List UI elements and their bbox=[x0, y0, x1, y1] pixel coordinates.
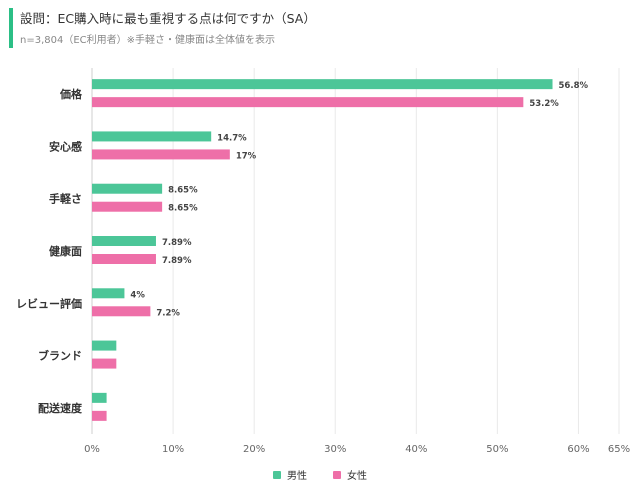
category-label: ブランド bbox=[38, 349, 82, 363]
header-accent-bar bbox=[9, 8, 13, 48]
category-label: レビュー評価 bbox=[16, 296, 82, 310]
bar-male bbox=[92, 340, 117, 351]
category-label: 配送速度 bbox=[38, 401, 83, 415]
legend-swatch-male bbox=[273, 470, 281, 479]
legend-label-male: 男性 bbox=[287, 471, 307, 482]
x-tick-label: 20% bbox=[243, 444, 265, 455]
category-label: 手軽さ bbox=[49, 192, 82, 206]
x-tick-label: 50% bbox=[486, 444, 508, 455]
bar-male bbox=[92, 79, 553, 90]
legend-label-female: 女性 bbox=[347, 471, 367, 482]
x-tick-label: 10% bbox=[162, 444, 184, 455]
chart-title: 設問：EC購入時に最も重視する点は何ですか（SA） bbox=[20, 11, 316, 26]
data-label: 8.65% bbox=[168, 186, 198, 196]
bar-female bbox=[92, 410, 107, 421]
data-label: 7.2% bbox=[156, 308, 180, 318]
bar-female bbox=[92, 306, 151, 317]
bar-male bbox=[92, 183, 163, 194]
data-label: 7.89% bbox=[162, 238, 192, 248]
x-tick-label: 60% bbox=[567, 444, 589, 455]
legend-swatch-female bbox=[333, 470, 341, 479]
x-tick-label: 65% bbox=[608, 444, 630, 455]
bar-female bbox=[92, 97, 524, 108]
bar-male bbox=[92, 288, 125, 299]
category-label: 健康面 bbox=[49, 244, 82, 258]
bar-male bbox=[92, 131, 212, 142]
bar-chart: 0% 10% 20% 30% 40% 50% 60% 65% 価格 56.8%53.2% 安心感 14… bbox=[16, 68, 630, 455]
bar-female bbox=[92, 254, 156, 264]
data-label: 14.7% bbox=[217, 133, 247, 143]
x-tick-label: 0% bbox=[84, 444, 100, 455]
category-label: 価格 bbox=[59, 87, 83, 101]
bar-female bbox=[92, 201, 163, 212]
legend-item-female[interactable]: 女性 bbox=[333, 467, 367, 482]
data-label: 53.2% bbox=[529, 99, 559, 109]
data-label: 4% bbox=[130, 290, 145, 300]
data-label: 7.89% bbox=[162, 256, 192, 266]
legend: 男性 女性 bbox=[0, 467, 640, 482]
x-tick-label: 40% bbox=[405, 444, 427, 455]
bar-male bbox=[92, 236, 156, 246]
data-label: 56.8% bbox=[559, 81, 589, 91]
bar-male bbox=[92, 392, 107, 403]
data-label: 17% bbox=[236, 151, 257, 161]
x-tick-label: 30% bbox=[324, 444, 346, 455]
legend-item-male[interactable]: 男性 bbox=[273, 467, 307, 482]
bar-female bbox=[92, 149, 230, 160]
category-label: 安心感 bbox=[49, 139, 82, 153]
data-label: 8.65% bbox=[168, 204, 198, 214]
chart-subtitle: n=3,804（EC利用者）※手軽さ・健康面は全体値を表示 bbox=[20, 35, 276, 46]
bar-female bbox=[92, 358, 117, 369]
